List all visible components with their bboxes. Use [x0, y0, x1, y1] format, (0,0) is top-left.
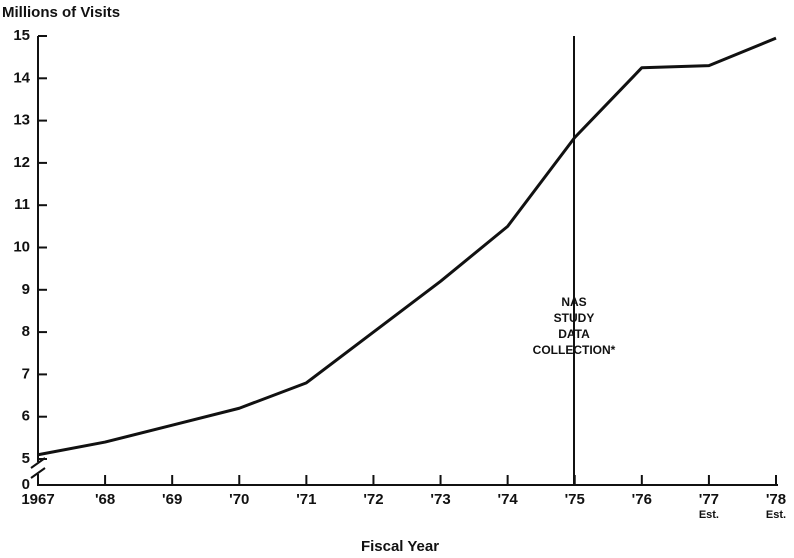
x-tick-label: '68 [95, 491, 115, 508]
x-tick-label: '74 [498, 491, 519, 508]
y-tick-label: 10 [13, 238, 30, 255]
x-tick-label: '78 [766, 491, 786, 508]
y-tick-label: 0 [22, 476, 30, 493]
x-tick-label: '70 [229, 491, 249, 508]
x-tick-label: 1967 [21, 491, 54, 508]
chart-title: Millions of Visits [2, 4, 120, 21]
x-tick-label: '72 [363, 491, 383, 508]
x-note: Est. [699, 509, 719, 521]
x-tick-label: '77 [699, 491, 719, 508]
x-tick-label: '69 [162, 491, 182, 508]
y-tick-label: 8 [22, 323, 30, 340]
annotation: NAS [561, 295, 586, 309]
x-tick-label: '76 [632, 491, 652, 508]
y-tick-label: 6 [22, 408, 30, 425]
axis-break [30, 467, 46, 479]
y-tick-label: 12 [13, 154, 30, 171]
x-tick-label: '73 [430, 491, 450, 508]
y-tick-label: 14 [13, 69, 30, 86]
y-tick-label: 9 [22, 281, 30, 298]
y-tick-label: 11 [14, 196, 30, 213]
annotation: COLLECTION* [533, 343, 616, 357]
annotation: DATA [558, 327, 590, 341]
annotation: STUDY [554, 311, 595, 325]
x-tick-label: '71 [296, 491, 316, 508]
y-tick-label: 5 [22, 450, 30, 467]
y-tick-label: 7 [22, 365, 30, 382]
x-tick-label: '75 [565, 491, 585, 508]
data-line [37, 36, 777, 457]
x-note: Est. [766, 509, 786, 521]
y-tick-label: 15 [13, 27, 30, 44]
y-tick-label: 13 [13, 112, 30, 129]
x-axis-label: Fiscal Year [361, 538, 439, 555]
